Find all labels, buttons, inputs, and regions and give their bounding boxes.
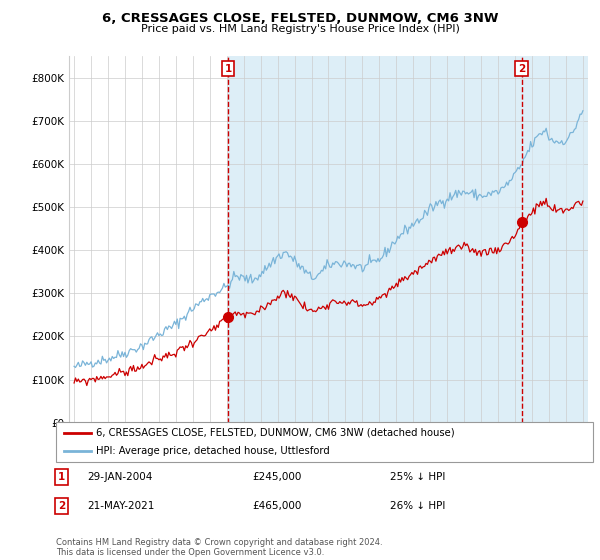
Text: Contains HM Land Registry data © Crown copyright and database right 2024.
This d: Contains HM Land Registry data © Crown c… <box>56 538 382 557</box>
Text: 6, CRESSAGES CLOSE, FELSTED, DUNMOW, CM6 3NW: 6, CRESSAGES CLOSE, FELSTED, DUNMOW, CM6… <box>102 12 498 25</box>
Text: 21-MAY-2021: 21-MAY-2021 <box>87 501 154 511</box>
Text: Price paid vs. HM Land Registry's House Price Index (HPI): Price paid vs. HM Land Registry's House … <box>140 24 460 34</box>
Text: £465,000: £465,000 <box>252 501 301 511</box>
Text: 25% ↓ HPI: 25% ↓ HPI <box>390 472 445 482</box>
Bar <box>228 56 588 423</box>
Text: HPI: Average price, detached house, Uttlesford: HPI: Average price, detached house, Uttl… <box>96 446 330 456</box>
Text: 2: 2 <box>518 64 525 74</box>
Text: £245,000: £245,000 <box>252 472 301 482</box>
FancyBboxPatch shape <box>56 422 593 462</box>
Text: 1: 1 <box>58 472 65 482</box>
Text: 29-JAN-2004: 29-JAN-2004 <box>87 472 152 482</box>
Text: 2: 2 <box>58 501 65 511</box>
Text: 6, CRESSAGES CLOSE, FELSTED, DUNMOW, CM6 3NW (detached house): 6, CRESSAGES CLOSE, FELSTED, DUNMOW, CM6… <box>96 428 455 437</box>
Text: 26% ↓ HPI: 26% ↓ HPI <box>390 501 445 511</box>
Text: 1: 1 <box>224 64 232 74</box>
